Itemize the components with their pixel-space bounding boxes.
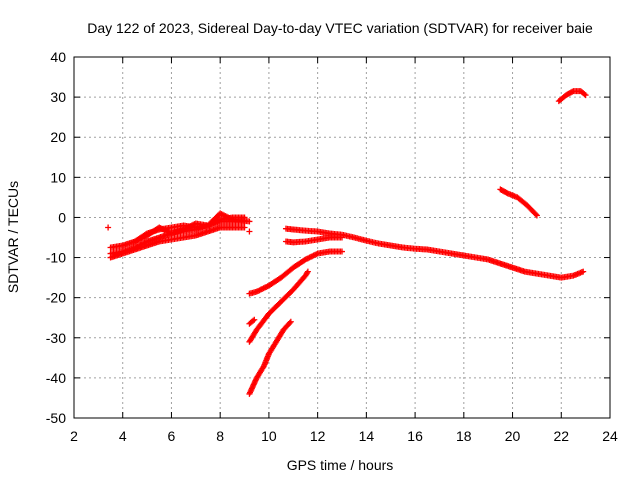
y-tick-label: 10	[50, 169, 66, 185]
x-tick-label: 8	[216, 428, 224, 444]
x-tick-label: 12	[310, 428, 326, 444]
y-tick-label: 0	[58, 209, 66, 225]
y-tick-label: -30	[46, 330, 66, 346]
series-arc-f	[246, 228, 253, 235]
y-tick-label: 30	[50, 89, 66, 105]
data-point	[287, 318, 294, 325]
data-point	[582, 92, 589, 99]
y-tick-label: -20	[46, 290, 66, 306]
series-arc-m	[497, 186, 540, 219]
series-arc-l	[246, 318, 294, 397]
data-point	[304, 268, 311, 275]
x-axis-label: GPS time / hours	[287, 457, 394, 473]
y-tick-label: -50	[46, 410, 66, 426]
series-arc-n	[555, 88, 589, 105]
x-tick-label: 14	[359, 428, 375, 444]
data-point	[304, 269, 311, 276]
y-axis-label: SDTVAR / TECUs	[5, 181, 21, 293]
series-arc-k	[246, 316, 258, 327]
data-point	[581, 91, 588, 98]
data-point	[533, 212, 540, 219]
data-point	[241, 224, 248, 231]
data-point	[105, 224, 112, 231]
series-arc-d	[131, 210, 253, 245]
chart-title: Day 122 of 2023, Sidereal Day-to-day VTE…	[87, 20, 593, 36]
y-tick-label: 40	[50, 49, 66, 65]
x-tick-label: 10	[261, 428, 277, 444]
y-tick-label: -40	[46, 370, 66, 386]
data-point	[250, 317, 257, 324]
data-point	[286, 319, 293, 326]
data-point	[532, 211, 539, 218]
series-arc-h	[282, 234, 345, 246]
data-points	[105, 88, 589, 397]
series-arc-i	[246, 248, 345, 297]
x-tick-label: 18	[456, 428, 472, 444]
x-tick-label: 6	[168, 428, 176, 444]
x-tick-label: 2	[70, 428, 78, 444]
data-point	[251, 316, 258, 323]
data-point	[580, 268, 587, 275]
x-tick-label: 16	[407, 428, 423, 444]
x-tick-label: 22	[553, 428, 569, 444]
x-tick-label: 4	[119, 428, 127, 444]
data-point	[339, 234, 345, 241]
y-tick-label: -10	[46, 250, 66, 266]
series-arc-g	[282, 225, 587, 281]
data-point	[569, 88, 576, 95]
y-tick-label: 20	[50, 129, 66, 145]
x-tick-label: 20	[505, 428, 521, 444]
axis-ticks: 2 4 6 8 10 12 14 16 18 20 22 24-50-40-30-20-1001020…	[46, 49, 618, 444]
data-point	[246, 228, 253, 235]
x-tick-label: 24	[602, 428, 618, 444]
data-point	[339, 248, 345, 255]
series-arc-e	[107, 224, 248, 261]
plot-frame	[73, 56, 611, 419]
series-arc-j	[246, 268, 311, 345]
data-point	[246, 218, 253, 225]
series-arc-a	[105, 224, 112, 231]
